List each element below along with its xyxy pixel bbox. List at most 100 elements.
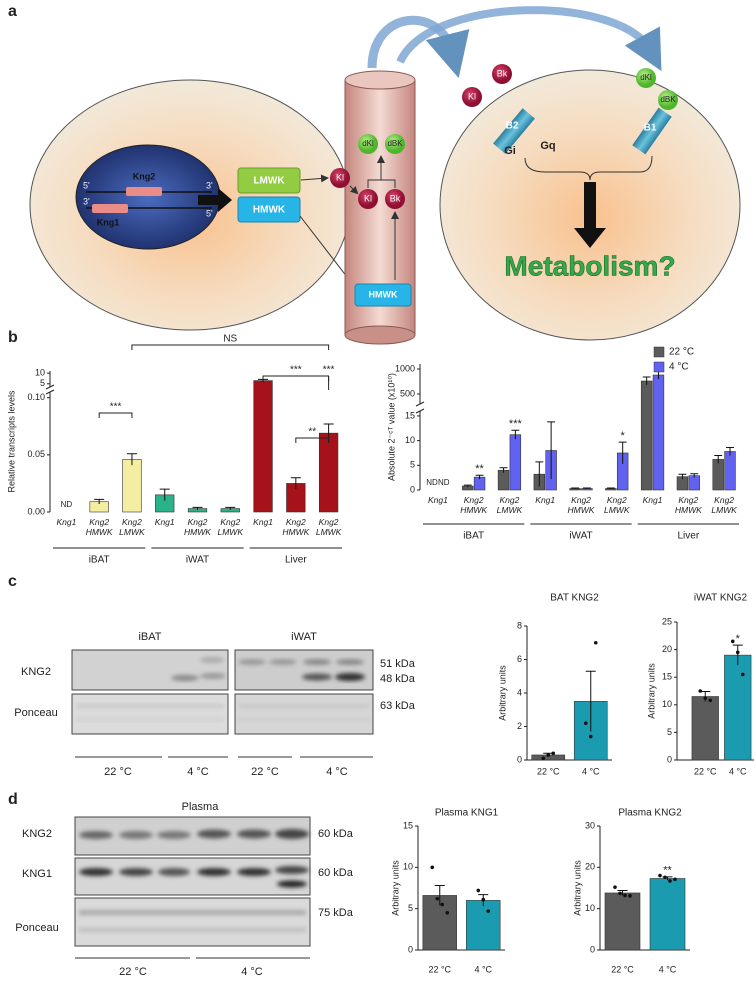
y-tick-label: 10 [662, 699, 672, 709]
error-bar [463, 484, 472, 488]
y-tick-label: 10 [35, 368, 45, 378]
y-axis-label: Arbitrary units [497, 665, 507, 721]
bar [712, 459, 724, 491]
bar [724, 654, 752, 761]
y-tick-label: 1000 [395, 363, 415, 373]
dbk-molecule [385, 134, 405, 154]
blot [71, 649, 229, 691]
x-tick-label: Kng2 HMWK [460, 495, 488, 515]
x-tick-label: Kng2 LMWK [119, 517, 145, 537]
size-label: 63 kDa [380, 700, 416, 712]
data-point [546, 753, 551, 757]
bands [238, 659, 365, 681]
chart-title: Plasma KNG2 [618, 808, 682, 819]
blot [71, 693, 229, 735]
data-point [628, 894, 632, 898]
y-tick-label: 15 [405, 410, 415, 420]
lmwk-label: LMWK [253, 176, 285, 187]
y-tick-label: 15 [403, 820, 413, 830]
error-bar [290, 477, 301, 490]
data-point [476, 888, 481, 893]
y-tick-label: 5 [667, 727, 672, 737]
bar [604, 892, 641, 951]
error-bar [582, 487, 591, 490]
axis-break [45, 384, 55, 395]
y-tick-label: 0 [667, 754, 672, 764]
bar [466, 900, 501, 951]
bk-molecule [385, 189, 405, 209]
data-point [623, 893, 627, 898]
error-bar [571, 487, 580, 490]
x-tick-label: Kng1 [427, 495, 448, 505]
group-label: iWAT [186, 555, 209, 566]
data-point [668, 879, 672, 883]
x-tick-label: Kng1 [56, 517, 77, 527]
x-tick-label: Kng2 LMWK [711, 495, 737, 515]
data-point [551, 751, 556, 756]
x-tick-label: Kng2 LMWK [217, 517, 244, 537]
x-tick-label: Kng2 HMWK [85, 517, 113, 537]
chart-title: Plasma KNG1 [435, 808, 499, 819]
y-tick-label: 10 [585, 903, 595, 913]
y-tick-label: 5 [410, 460, 415, 470]
data-point [435, 896, 440, 901]
y-tick-label: 5 [408, 903, 413, 913]
y-tick-label: 6 [517, 654, 522, 664]
row-label: Ponceau [15, 922, 58, 934]
data-point [618, 891, 622, 896]
bar [649, 878, 686, 951]
error-bar [617, 889, 628, 896]
error-bar [475, 474, 484, 480]
panel-c-blots: c iBAT iWAT KNG2 Ponceau 51 kDa 48 kDa 6… [8, 573, 416, 778]
vessel-end [344, 325, 416, 345]
y-axis-label: Arbitrary units [646, 663, 656, 719]
kl-molecule [358, 189, 378, 209]
x-tick-label: Kng1 [253, 517, 273, 527]
na-label: ND [61, 500, 73, 509]
na-label: ND [438, 478, 450, 487]
size-label: 51 kDa [380, 658, 416, 670]
data-point [735, 650, 740, 655]
tissue-label: iWAT [291, 631, 317, 643]
x-tick-label: 22 °C [537, 766, 560, 776]
data-point [730, 639, 735, 644]
bar [724, 451, 736, 491]
size-label: 60 kDa [318, 828, 354, 840]
x-tick-label: Kng2 HMWK [674, 495, 702, 515]
y-tick-label: 0 [410, 484, 415, 494]
legend-label: 4 °C [669, 362, 689, 373]
bands [79, 829, 309, 932]
sig-bracket [262, 375, 330, 381]
error-bar [618, 441, 627, 464]
x-tick-label: Kng1 [642, 495, 663, 505]
y-tick-label: 0.00 [27, 506, 45, 516]
data-point [613, 885, 617, 889]
error-bar [732, 644, 743, 666]
row-label: KNG2 [22, 828, 52, 840]
y-tick-label: 25 [662, 616, 672, 626]
hmwk-label: HMWK [369, 289, 398, 299]
dkl-molecule [636, 68, 656, 88]
arrow [198, 188, 232, 212]
sig-bracket [295, 437, 330, 443]
data-point [708, 698, 713, 703]
error-bar [434, 885, 445, 906]
group-label: Liver [677, 531, 699, 542]
x-tick-label: Kng1 [154, 517, 175, 527]
chart-title: iWAT KNG2 [694, 593, 748, 604]
data-point [440, 902, 445, 907]
bar [122, 459, 142, 513]
data-point [430, 865, 435, 870]
error-bar [192, 506, 203, 510]
y-tick-label: 20 [585, 862, 595, 872]
row-label: KNG1 [22, 868, 52, 880]
panel-a: a 5' 3' 3' 5' Kng2 Kng1 LMWK HMWK Kl Kl … [8, 3, 741, 345]
data-point [698, 689, 703, 693]
condition-label: 22 °C [251, 766, 279, 778]
panel-letter: b [8, 329, 18, 346]
data-point [663, 875, 667, 880]
panel-letter: d [8, 791, 18, 808]
error-bar [126, 453, 137, 466]
receptor-label: B2 [506, 121, 519, 132]
